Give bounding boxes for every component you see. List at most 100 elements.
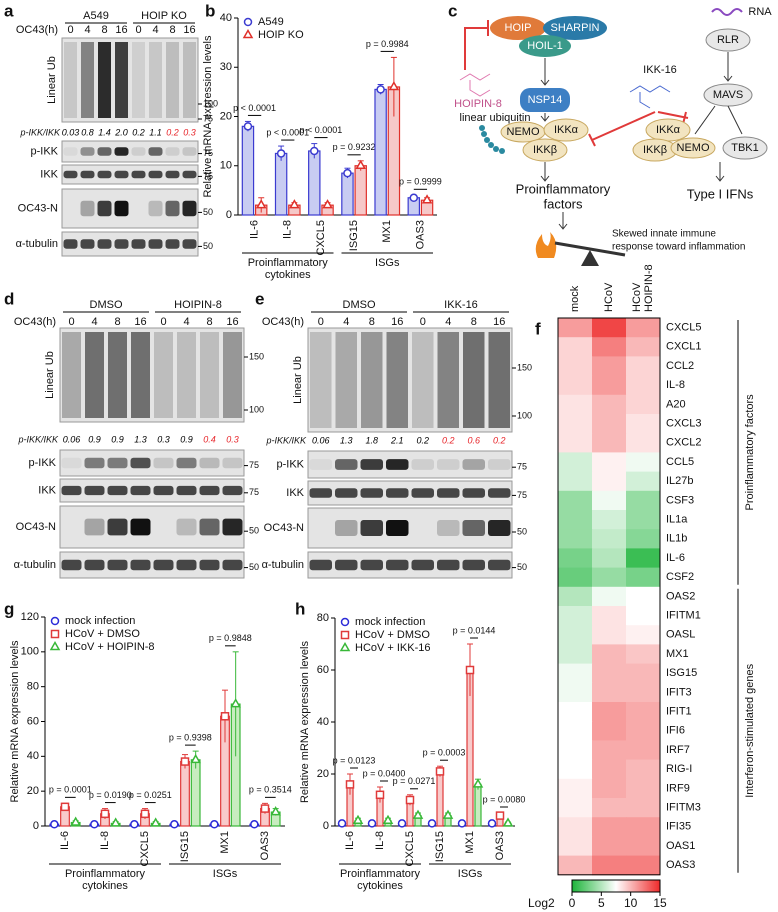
time: 4 [84, 24, 90, 36]
group-label: cytokines [265, 269, 311, 281]
bar [354, 165, 367, 216]
blot-label: Linear Ub [292, 356, 304, 404]
heat-cell [558, 644, 593, 665]
heat-cell [592, 855, 627, 876]
p-value: p < 0.0001 [266, 127, 309, 137]
blot-label: α-tubulin [262, 559, 304, 571]
heat-cell [558, 817, 593, 837]
panel-label: e [255, 289, 264, 308]
row-label: OAS1 [666, 840, 695, 852]
heat-cell [592, 567, 627, 588]
point [289, 199, 300, 209]
heat-cell [626, 356, 661, 377]
x-tick-label: IL-8 [282, 220, 294, 239]
heat-cell [626, 337, 661, 357]
p-value: p = 0.3514 [249, 785, 292, 795]
heat-cell [558, 778, 593, 799]
band [97, 170, 112, 179]
band [437, 488, 460, 498]
drug-label: IKK-16 [643, 64, 677, 76]
x-tick-label: ISG15 [434, 831, 446, 862]
size-marker: 75 [249, 460, 259, 470]
size-marker: 100 [517, 410, 532, 420]
band [386, 520, 409, 536]
band [131, 147, 146, 156]
point [345, 780, 355, 789]
protein [722, 136, 768, 160]
ratio: 0.03 [62, 127, 80, 137]
point [487, 819, 497, 828]
heat-cell [592, 375, 627, 396]
x-tick-label: MX1 [464, 831, 476, 854]
heat-cell [592, 433, 627, 453]
row-label: IFIT3 [666, 686, 692, 698]
point [50, 820, 59, 829]
row-label: IL-8 [666, 379, 685, 391]
point [90, 820, 99, 829]
band [488, 559, 511, 571]
ratio: 0.06 [312, 435, 330, 445]
point [352, 814, 364, 825]
y-tick-label: 30 [220, 61, 232, 73]
point [388, 80, 400, 91]
heat-cell [626, 740, 661, 761]
ratio: 0.06 [63, 434, 81, 444]
band [488, 459, 511, 470]
size-marker: 75 [203, 113, 213, 123]
heat-cell [592, 740, 627, 761]
time: 4 [183, 316, 189, 328]
point [260, 804, 270, 813]
row-label: IRF9 [666, 782, 690, 794]
band [437, 520, 460, 536]
band [176, 559, 197, 571]
outcome: factors [543, 196, 583, 211]
x-tick-label: CXCL5 [315, 220, 327, 255]
bar [341, 172, 354, 216]
blot-label: Linear Ub [44, 351, 56, 399]
x-tick-label: CXCL5 [139, 831, 151, 866]
row-label: OAS3 [666, 859, 695, 871]
band [176, 457, 197, 469]
point [110, 817, 121, 827]
heat-cell [592, 318, 627, 338]
smear [115, 42, 128, 118]
time: 16 [183, 24, 195, 36]
heat-cell [558, 836, 593, 857]
blot-label: OC43-N [264, 522, 304, 534]
heat-cell [626, 836, 661, 857]
size-marker: 50 [517, 562, 527, 572]
band [199, 518, 220, 536]
blot-label: p-IKK [276, 458, 304, 470]
band [130, 457, 151, 469]
smear [335, 332, 357, 428]
heat-cell [626, 394, 661, 415]
fire [535, 232, 557, 258]
p-value: p = 0.0001 [49, 785, 92, 795]
x-tick-label: ISG15 [179, 831, 191, 862]
size-marker: 150 [249, 351, 264, 361]
heat-cell [558, 414, 593, 434]
point [310, 146, 319, 156]
smear [177, 332, 196, 418]
heat-cell [626, 817, 661, 837]
legend-label: mock infection [65, 615, 135, 627]
band [97, 147, 112, 156]
ratio: 0.9 [111, 434, 124, 444]
panel-label: h [295, 599, 305, 618]
x-tick-label: OAS3 [259, 831, 271, 860]
heat-cell [592, 721, 627, 741]
band [176, 518, 197, 536]
point [150, 817, 161, 827]
heat-cell [626, 586, 661, 607]
panel-label: d [4, 289, 14, 308]
group-label: ISGs [458, 868, 483, 880]
panel-label: b [205, 1, 215, 20]
legend-marker [340, 630, 350, 640]
color-scale [571, 879, 661, 893]
band [84, 559, 105, 571]
time: 8 [101, 24, 107, 36]
panel-label: a [4, 1, 14, 20]
band [222, 485, 243, 496]
row-label: OASL [666, 629, 695, 641]
ratio: 0.8 [81, 127, 94, 137]
